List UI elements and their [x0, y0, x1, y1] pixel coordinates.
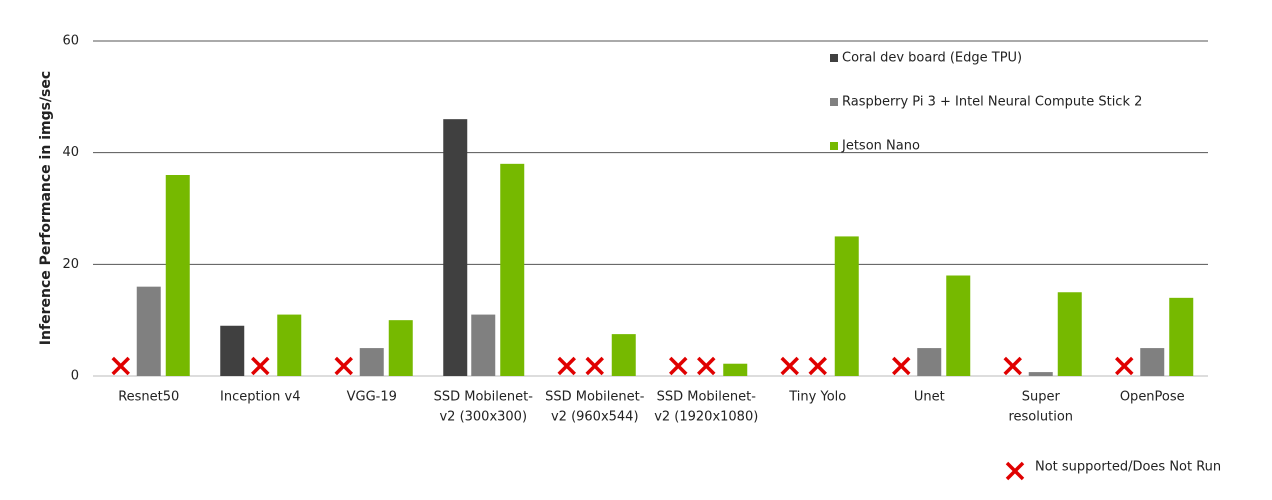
not-supported-mark — [697, 356, 716, 376]
x-tick-label: Inception v4 — [220, 390, 300, 405]
cross — [1005, 461, 1025, 481]
not-supported-mark — [1003, 356, 1022, 376]
cross — [1115, 356, 1134, 376]
bar — [165, 175, 190, 376]
x-tick-label: SSD Mobilenet- — [545, 390, 645, 405]
x-tick-label: VGG-19 — [347, 390, 397, 405]
not-supported-mark — [892, 356, 911, 376]
legend-label: Jetson Nano — [841, 139, 920, 154]
bar — [723, 363, 748, 376]
y-tick-label: 60 — [62, 34, 79, 49]
bar — [1057, 292, 1082, 376]
not-supported-mark — [111, 356, 130, 376]
bar — [220, 325, 245, 376]
bar — [500, 163, 525, 376]
x-tick-label: SSD Mobilenet- — [434, 390, 534, 405]
y-tick-label: 20 — [62, 257, 79, 272]
x-tick-label: v2 (300x300) — [439, 410, 527, 425]
bar — [1140, 348, 1165, 376]
y-tick-label: 40 — [62, 145, 79, 160]
bar — [443, 119, 468, 377]
legend-swatch — [830, 98, 838, 106]
not-supported-mark — [669, 356, 688, 376]
cross — [557, 356, 576, 376]
not-supported-mark — [1115, 356, 1134, 376]
cross — [892, 356, 911, 376]
y-tick-label: 0 — [71, 369, 79, 384]
legend-label: Coral dev board (Edge TPU) — [842, 51, 1022, 66]
bar — [359, 348, 384, 376]
cross — [780, 356, 799, 376]
x-tick-label: SSD Mobilenet- — [657, 390, 757, 405]
legend-swatch — [830, 54, 838, 62]
bar — [834, 236, 859, 376]
not-supported-legend: Not supported/Does Not Run — [1035, 460, 1221, 475]
not-supported-mark — [251, 356, 270, 376]
legend-swatch — [830, 142, 838, 150]
bar — [136, 286, 161, 376]
x-tick-label: Resnet50 — [118, 390, 179, 405]
x-tick-label: Super — [1022, 390, 1061, 405]
not-supported-mark — [808, 356, 827, 376]
cross — [251, 356, 270, 376]
cross — [697, 356, 716, 376]
not-supported-mark — [557, 356, 576, 376]
y-axis-label: Inference Performance in imgs/sec — [38, 71, 54, 345]
cross — [669, 356, 688, 376]
bar — [1169, 297, 1194, 376]
cross — [111, 356, 130, 376]
bar — [946, 275, 971, 376]
cross — [808, 356, 827, 376]
bar — [611, 334, 636, 376]
bar — [277, 314, 302, 376]
x-tick-label: v2 (1920x1080) — [654, 410, 758, 425]
x-tick-label: v2 (960x544) — [551, 410, 639, 425]
x-tick-label: Unet — [914, 390, 945, 405]
bar — [1028, 372, 1053, 376]
legend-label: Raspberry Pi 3 + Intel Neural Compute St… — [842, 95, 1142, 110]
not-supported-mark — [780, 356, 799, 376]
bar — [917, 348, 942, 376]
not-supported-mark — [1005, 461, 1025, 481]
x-tick-label: OpenPose — [1120, 390, 1185, 405]
cross — [585, 356, 604, 376]
not-supported-mark — [585, 356, 604, 376]
bar — [388, 320, 413, 376]
x-tick-label: resolution — [1008, 410, 1073, 425]
cross — [334, 356, 353, 376]
not-supported-mark — [334, 356, 353, 376]
bar — [471, 314, 496, 376]
cross — [1003, 356, 1022, 376]
x-tick-label: Tiny Yolo — [788, 390, 846, 405]
